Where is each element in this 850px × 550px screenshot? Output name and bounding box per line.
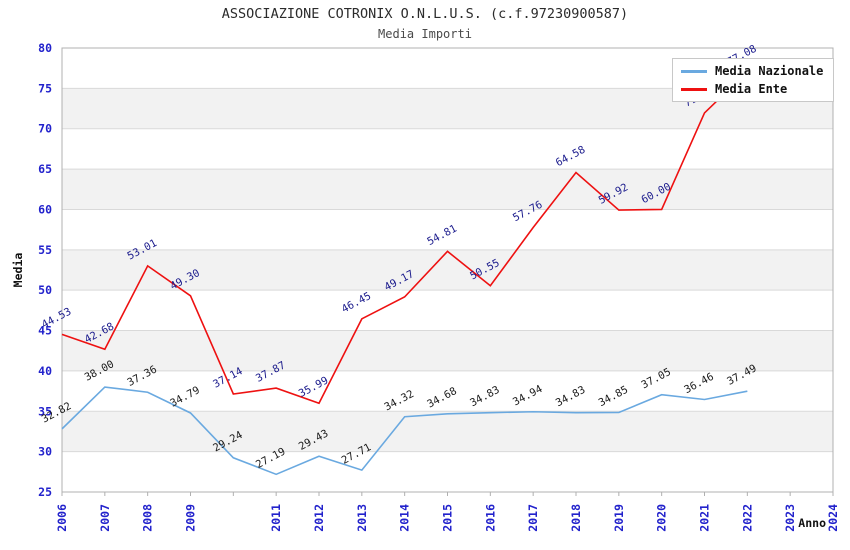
chart-subtitle: Media Importi [378,27,472,41]
x-axis-tick-label: 2023 [783,504,797,532]
data-point-label: 36.46 [682,371,716,396]
data-point-label: 34.79 [168,384,202,409]
x-axis-tick-label: 2008 [141,504,155,532]
data-point-label: 54.81 [425,223,459,248]
x-axis-tick-label: 2018 [569,504,583,532]
y-axis-tick-label: 65 [38,162,52,176]
y-axis-tick-label: 25 [38,485,52,499]
data-point-label: 64.58 [554,144,588,169]
x-axis-tick-label: 2007 [98,504,112,532]
y-axis-tick-label: 30 [38,445,52,459]
data-point-label: 34.94 [511,383,545,408]
plot-band [62,411,833,452]
y-axis-tick-label: 35 [38,404,52,418]
legend-item-label: Media Nazionale [715,64,824,78]
series-line-media-ente [61,70,748,405]
data-point-label: 34.85 [597,384,631,409]
page-title: ASSOCIAZIONE COTRONIX O.N.L.U.S. (c.f.97… [221,6,629,22]
x-axis-tick-label: 2006 [55,504,69,532]
x-axis-tick-label: 2017 [526,504,540,532]
plot-band [62,249,833,291]
x-axis-tick-label: 2019 [612,504,626,532]
chart-legend: Media Nazionale Media Ente [672,58,835,102]
y-axis-tick-label: 75 [38,81,52,95]
legend-swatch-icon [681,87,707,91]
plot-band [62,169,833,210]
x-axis-tick-label: 2022 [740,504,754,532]
data-point-label: 35.99 [297,374,331,399]
legend-item-label: Media Ente [715,82,788,96]
data-point-label: 34.83 [554,384,588,409]
y-axis-tick-label: 45 [38,324,52,338]
x-axis-tick-label: 2015 [441,504,455,532]
x-axis-tick-label: 2012 [312,504,326,532]
x-axis-tick-label: 2013 [355,504,369,532]
legend-swatch-icon [681,69,707,73]
x-axis-tick-label: 2016 [483,504,497,532]
y-axis-tick-label: 40 [38,364,52,378]
data-point-label: 34.83 [468,384,502,409]
y-axis-tick-label: 50 [38,283,52,297]
x-axis-tick-label: 2014 [398,504,412,532]
x-axis-tick-label: 2009 [184,504,198,532]
data-point-label: 46.45 [340,290,374,315]
y-axis-tick-label: 60 [38,202,52,216]
y-axis-tick-label: 55 [38,243,52,257]
x-axis-title: Anno [798,516,826,530]
legend-item-media_nazionale[interactable]: Media Nazionale [681,64,823,78]
x-axis-tick-label: 2011 [269,504,283,532]
series-line-media-nazionale [61,386,748,476]
x-axis-tick-label: 2021 [698,504,712,532]
data-point-label: 34.68 [425,385,459,410]
x-axis-tick-label: 2020 [655,504,669,532]
y-axis-tick-label: 80 [38,41,52,55]
x-axis-tick-label: 2024 [826,504,840,532]
y-axis-tick-label: 70 [38,122,52,136]
legend-item-media_ente[interactable]: Media Ente [681,82,823,96]
y-axis-title: Media [11,253,25,288]
data-point-label: 34.32 [382,388,416,413]
data-point-label: 44.53 [40,306,74,331]
plot-band [62,330,833,371]
